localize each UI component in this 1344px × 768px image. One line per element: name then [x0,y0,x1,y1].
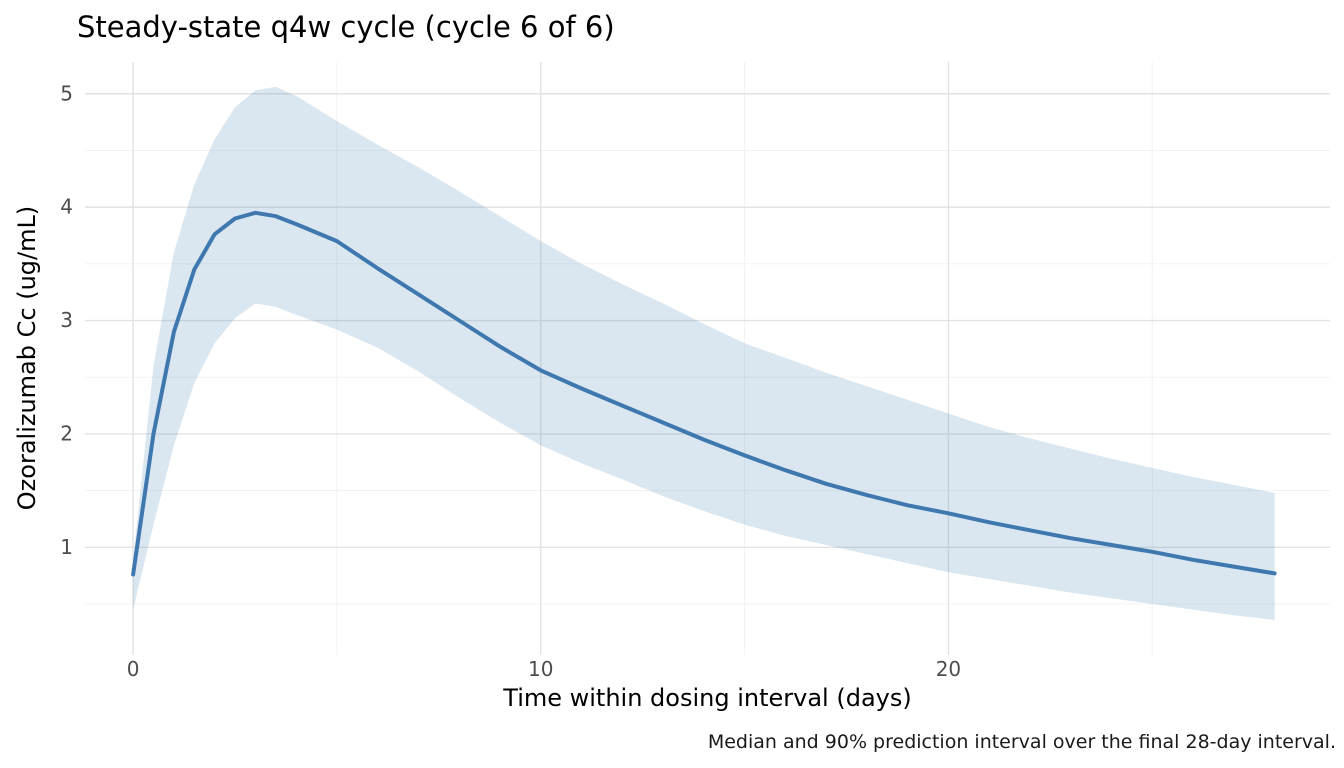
x-tick-label: 0 [127,657,140,681]
y-tick-label: 2 [60,422,73,446]
y-tick-label: 1 [60,535,73,559]
x-axis-label: Time within dosing interval (days) [503,684,912,712]
chart-caption: Median and 90% prediction interval over … [707,731,1336,753]
y-tick-label: 3 [60,308,73,332]
median-line [131,210,1277,577]
prediction-interval-band [133,86,1275,620]
x-tick-label: 20 [936,657,961,681]
y-tick-label: 5 [60,81,73,105]
y-tick-label: 4 [60,195,73,219]
chart-title: Steady-state q4w cycle (cycle 6 of 6) [77,10,615,44]
x-tick-label: 10 [528,657,553,681]
